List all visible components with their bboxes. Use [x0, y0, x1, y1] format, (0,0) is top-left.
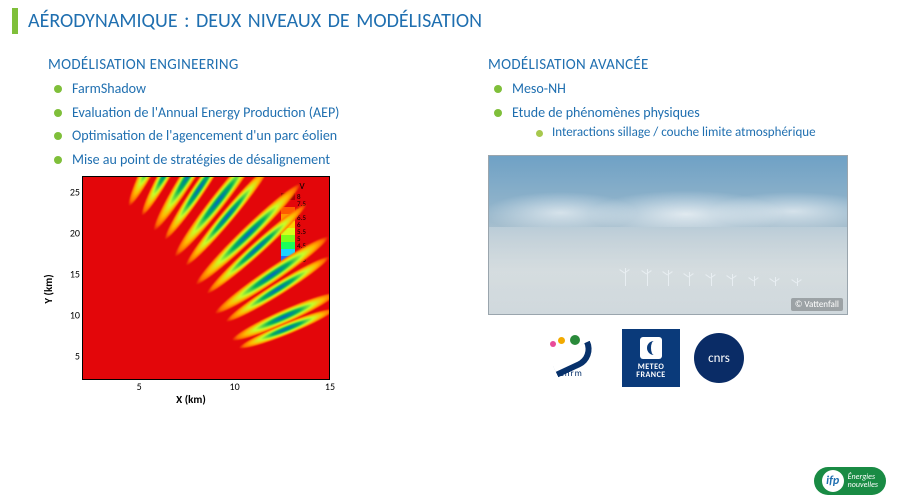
right-sub-list: Interactions sillage / couche limite atm… [512, 125, 868, 141]
list-item: Evaluation de l'Annual Energy Production… [54, 104, 448, 122]
offshore-wind-photo: © Vattenfall [488, 155, 848, 315]
chart-ylabel: Y (km) [42, 274, 55, 303]
list-item: Etude de phénomènes physiques Interactio… [494, 104, 868, 142]
chart-xlabel: X (km) [176, 393, 206, 406]
wake-contour-chart: Y (km) 510152025 V 87.576.565.554.543.5 … [36, 174, 346, 404]
list-item: Meso-NH [494, 80, 868, 98]
partner-logos: cnrm METEOFRANCE cnrs [548, 329, 868, 387]
ifp-footer-logo: ifp Énergiesnouvelles [814, 467, 886, 495]
list-item: Mise au point de stratégies de désaligne… [54, 151, 448, 169]
slide-title: AÉRODYNAMIQUE : DEUX NIVEAUX DE MODÉLISA… [28, 9, 482, 33]
photo-credit: © Vattenfall [791, 298, 843, 311]
cnrm-logo: cnrm [548, 339, 608, 377]
right-bullet-list: Meso-NH Etude de phénomènes physiques In… [488, 80, 868, 141]
right-heading: MODÉLISATION AVANCÉE [488, 56, 868, 74]
list-item: Interactions sillage / couche limite atm… [536, 125, 868, 141]
list-item: Optimisation de l'agencement d'un parc é… [54, 127, 448, 145]
chart-plot-area: V 87.576.565.554.543.5 [82, 176, 330, 380]
cnrs-logo: cnrs [694, 333, 744, 383]
left-bullet-list: FarmShadow Evaluation de l'Annual Energy… [48, 80, 448, 168]
list-item: FarmShadow [54, 80, 448, 98]
title-accent-bar [12, 8, 18, 34]
left-heading: MODÉLISATION ENGINEERING [48, 56, 448, 74]
meteo-france-logo: METEOFRANCE [622, 329, 680, 387]
